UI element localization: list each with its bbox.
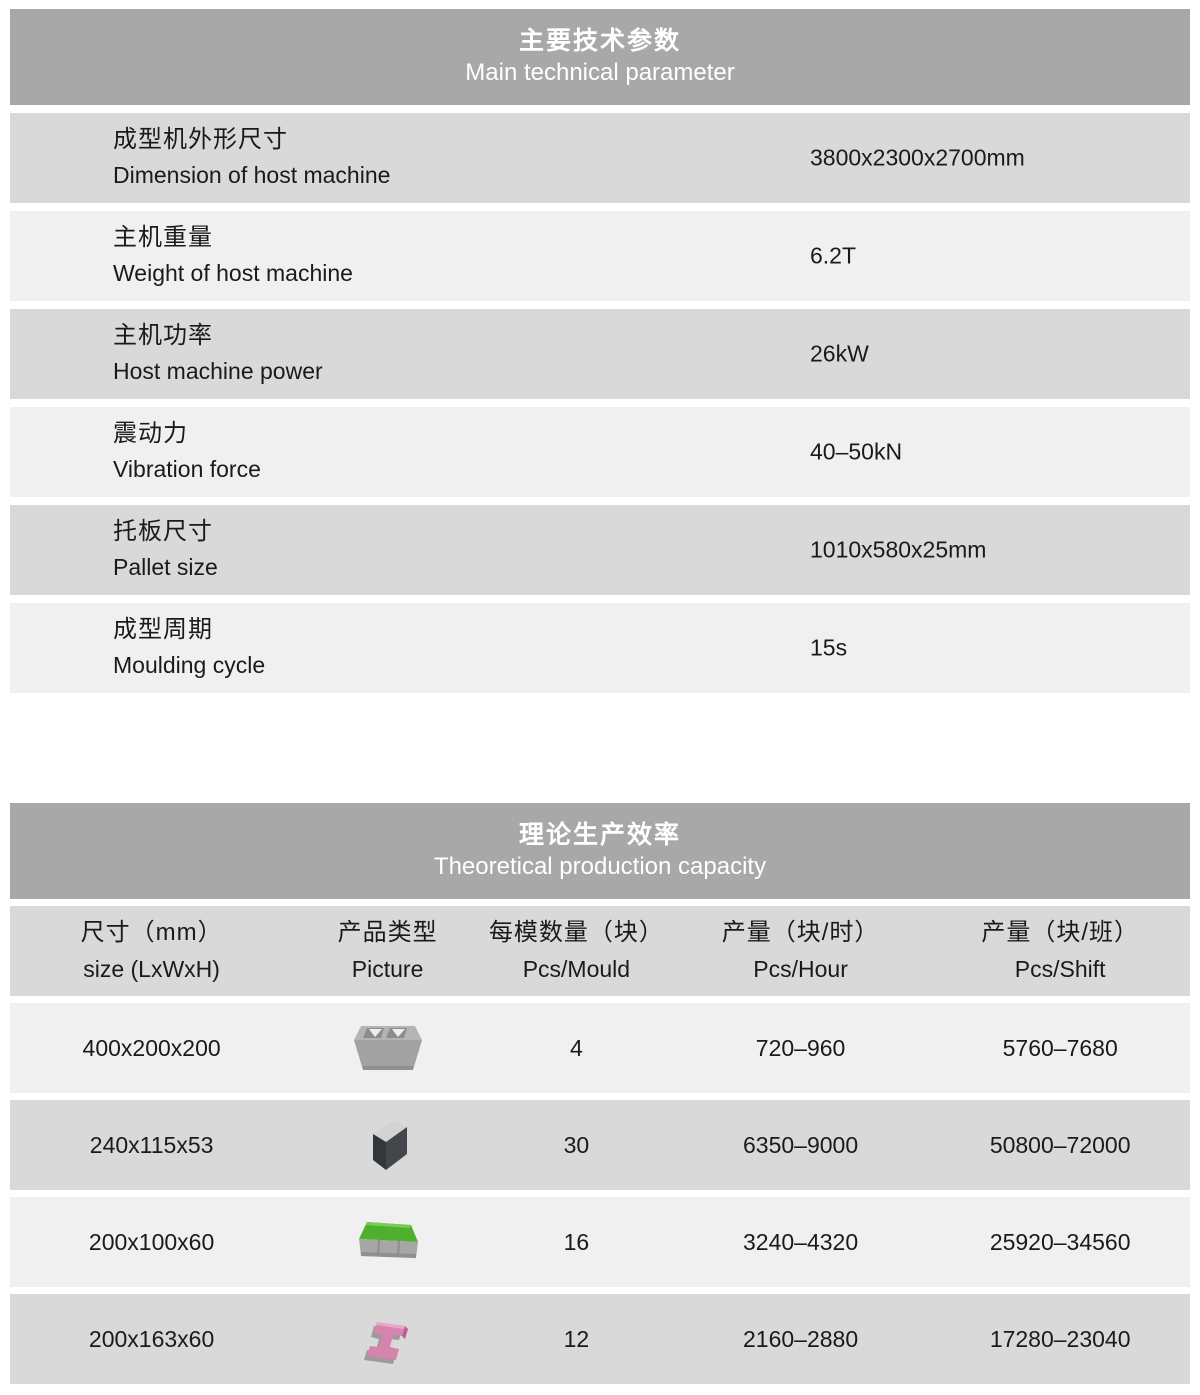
col-header-size: 尺寸（mm） size (LxWxH) xyxy=(10,919,293,983)
param-row-vibration-force: 震动力 Vibration force 40–50kN xyxy=(10,407,1190,497)
param-label: 主机功率 Host machine power xyxy=(113,322,323,385)
param-label: 震动力 Vibration force xyxy=(113,420,261,483)
green-paver-icon xyxy=(358,1222,418,1258)
picture-cell xyxy=(293,1117,482,1173)
pcs-shift-cell: 17280–23040 xyxy=(989,1325,1131,1352)
param-value: 3800x2300x2700mm xyxy=(810,144,1025,171)
capacity-row-pink-paver: 200x163x60 12 2160–2880 17280–23040 xyxy=(10,1294,1190,1384)
param-label: 托板尺寸 Pallet size xyxy=(113,518,218,581)
param-value: 15s xyxy=(810,634,848,661)
pcs-mould-cell: 12 xyxy=(563,1325,590,1352)
pcs-hour-cell: 720–960 xyxy=(755,1034,846,1061)
capacity-header-row: 尺寸（mm） size (LxWxH) 产品类型 Picture 每模数量（块）… xyxy=(10,906,1190,996)
param-label: 成型机外形尺寸 Dimension of host machine xyxy=(113,126,390,189)
main-technical-parameter-table: 主要技术参数 Main technical parameter 成型机外形尺寸 … xyxy=(10,9,1190,693)
param-row-power: 主机功率 Host machine power 26kW xyxy=(10,309,1190,399)
picture-cell xyxy=(293,1218,482,1266)
param-label-en: Pallet size xyxy=(113,554,218,581)
col-header-pcs-hour: 产量（块/时） Pcs/Hour xyxy=(671,919,931,983)
table2-title-bar: 理论生产效率 Theoretical production capacity xyxy=(10,803,1190,899)
param-value: 1010x580x25mm xyxy=(810,536,987,563)
pcs-mould-cell: 4 xyxy=(569,1034,583,1061)
col-header-en: Pcs/Mould xyxy=(522,955,631,982)
solid-brick-icon xyxy=(372,1120,407,1170)
col-header-en: Pcs/Shift xyxy=(1014,955,1106,982)
param-label-zh: 成型机外形尺寸 xyxy=(113,126,288,154)
col-header-zh: 产量（块/班） xyxy=(981,918,1139,946)
theoretical-production-capacity-table: 理论生产效率 Theoretical production capacity 尺… xyxy=(10,803,1190,1384)
capacity-row-green-paver: 200x100x60 16 3240–4320 25920–34560 xyxy=(10,1197,1190,1287)
param-label: 主机重量 Weight of host machine xyxy=(113,224,353,287)
param-value: 40–50kN xyxy=(810,438,903,465)
col-header-zh: 尺寸（mm） xyxy=(80,918,223,946)
param-label-en: Vibration force xyxy=(113,456,261,483)
param-label-zh: 震动力 xyxy=(113,420,188,448)
param-row-weight: 主机重量 Weight of host machine 6.2T xyxy=(10,211,1190,301)
pcs-shift-cell: 25920–34560 xyxy=(989,1228,1131,1255)
size-cell: 240x115x53 xyxy=(89,1131,214,1158)
pcs-shift-cell: 5760–7680 xyxy=(1002,1034,1118,1061)
size-cell: 200x163x60 xyxy=(88,1325,215,1352)
table2-title-zh: 理论生产效率 xyxy=(518,821,681,850)
param-label-en: Moulding cycle xyxy=(113,652,266,679)
param-label-en: Host machine power xyxy=(113,358,323,385)
param-value: 26kW xyxy=(810,340,869,367)
param-label-en: Weight of host machine xyxy=(113,260,353,287)
pcs-hour-cell: 2160–2880 xyxy=(743,1325,859,1352)
size-cell: 200x100x60 xyxy=(88,1228,215,1255)
col-header-en: Pcs/Hour xyxy=(753,955,848,982)
capacity-row-solid-brick: 240x115x53 30 6350–9000 50800–72000 xyxy=(10,1100,1190,1190)
picture-cell xyxy=(293,1022,482,1074)
param-row-moulding-cycle: 成型周期 Moulding cycle 15s xyxy=(10,603,1190,693)
table1-title-bar: 主要技术参数 Main technical parameter xyxy=(10,9,1190,105)
param-label-zh: 托板尺寸 xyxy=(113,518,213,546)
capacity-row-hollow-block: 400x200x200 4 720–960 5760–7680 xyxy=(10,1003,1190,1093)
pcs-mould-cell: 16 xyxy=(563,1228,590,1255)
param-row-dimension: 成型机外形尺寸 Dimension of host machine 3800x2… xyxy=(10,113,1190,203)
col-header-zh: 每模数量（块） xyxy=(488,918,664,946)
col-header-zh: 产品类型 xyxy=(337,918,438,946)
param-value: 6.2T xyxy=(810,242,857,269)
pink-interlocking-paver-icon xyxy=(363,1322,408,1364)
col-header-en: Picture xyxy=(351,955,424,982)
param-row-pallet-size: 托板尺寸 Pallet size 1010x580x25mm xyxy=(10,505,1190,595)
picture-cell xyxy=(293,1310,482,1368)
param-label-en: Dimension of host machine xyxy=(113,162,391,189)
col-header-pcs-mould: 每模数量（块） Pcs/Mould xyxy=(482,919,671,983)
pcs-hour-cell: 6350–9000 xyxy=(743,1131,859,1158)
col-header-picture: 产品类型 Picture xyxy=(293,919,482,983)
pcs-hour-cell: 3240–4320 xyxy=(743,1228,859,1255)
size-cell: 400x200x200 xyxy=(82,1034,221,1061)
param-label-zh: 主机功率 xyxy=(113,322,213,350)
col-header-zh: 产量（块/时） xyxy=(721,918,880,946)
col-header-en: size (LxWxH) xyxy=(83,955,220,982)
hollow-block-icon xyxy=(353,1026,422,1070)
pcs-mould-cell: 30 xyxy=(563,1131,590,1158)
param-label-zh: 主机重量 xyxy=(113,224,213,252)
table1-title-zh: 主要技术参数 xyxy=(518,27,681,56)
table1-title-en: Main technical parameter xyxy=(465,58,735,86)
param-label-zh: 成型周期 xyxy=(113,616,213,644)
table2-title-en: Theoretical production capacity xyxy=(433,852,767,880)
param-label: 成型周期 Moulding cycle xyxy=(113,616,265,679)
pcs-shift-cell: 50800–72000 xyxy=(989,1131,1131,1158)
col-header-pcs-shift: 产量（块/班） Pcs/Shift xyxy=(930,919,1190,983)
